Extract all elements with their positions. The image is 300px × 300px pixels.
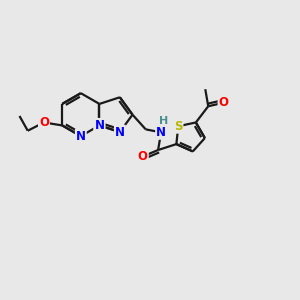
Text: H: H [159, 116, 168, 126]
Text: N: N [94, 119, 104, 132]
Text: S: S [174, 120, 182, 133]
Text: O: O [218, 96, 229, 109]
Text: O: O [138, 150, 148, 163]
Text: N: N [94, 119, 104, 132]
Text: N: N [115, 126, 125, 139]
Text: O: O [39, 116, 49, 129]
Text: N: N [156, 126, 166, 139]
Text: N: N [76, 130, 86, 143]
